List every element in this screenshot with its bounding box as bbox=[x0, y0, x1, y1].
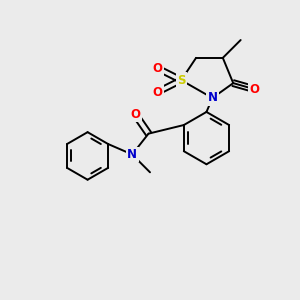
Text: O: O bbox=[249, 82, 259, 96]
Text: N: N bbox=[127, 148, 137, 161]
Text: O: O bbox=[152, 85, 162, 98]
Text: O: O bbox=[152, 62, 162, 75]
Text: S: S bbox=[177, 74, 185, 87]
Text: N: N bbox=[207, 92, 218, 104]
Text: O: O bbox=[130, 108, 140, 121]
